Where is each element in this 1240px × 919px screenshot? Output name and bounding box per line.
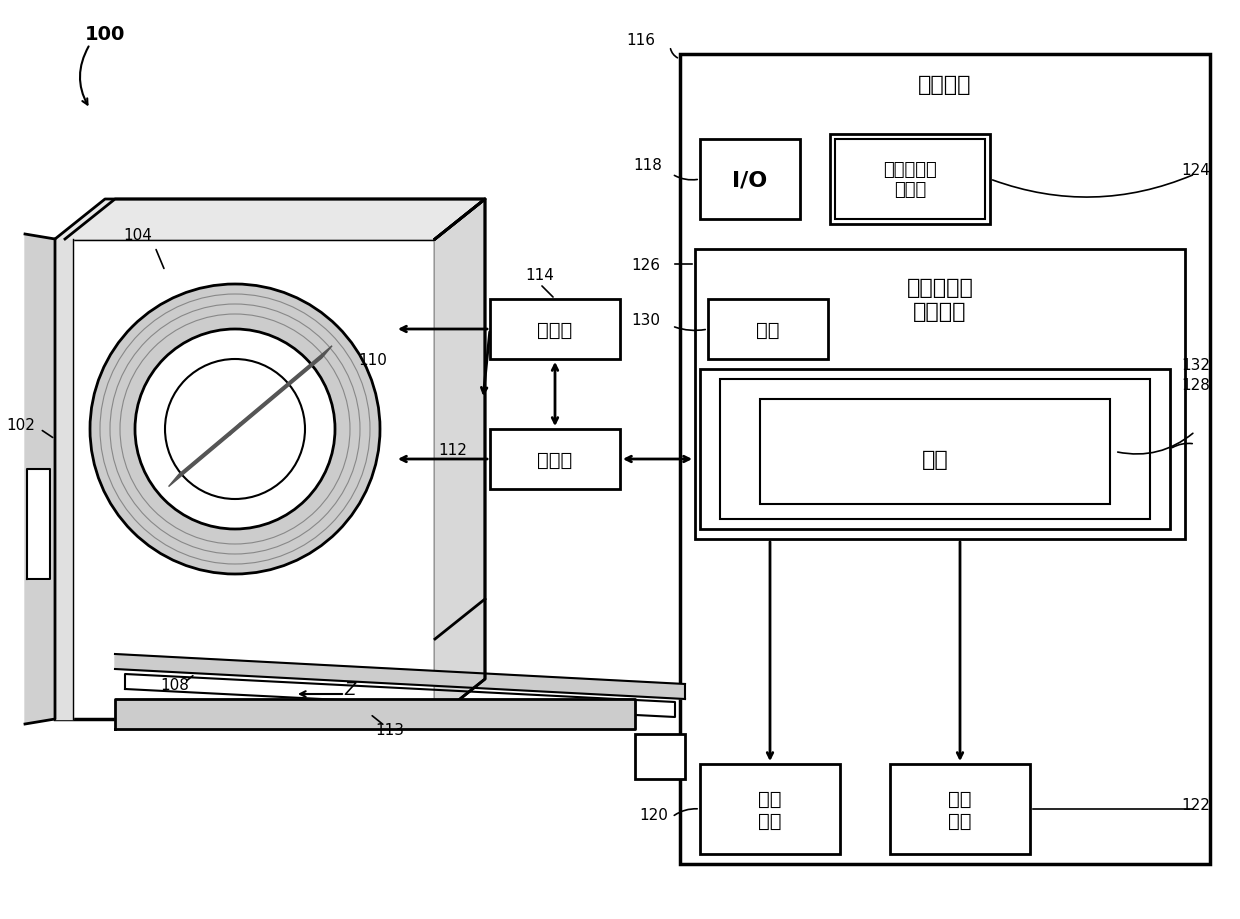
Circle shape: [135, 330, 335, 529]
Text: 116: 116: [626, 33, 655, 48]
Bar: [701, 765, 839, 854]
Polygon shape: [115, 699, 635, 729]
Bar: [55, 240, 435, 720]
Bar: [635, 734, 684, 779]
Bar: [890, 765, 1030, 854]
Circle shape: [91, 285, 379, 574]
Text: 输入
设备: 输入 设备: [949, 789, 972, 830]
Polygon shape: [229, 346, 332, 436]
Text: 132: 132: [1180, 357, 1210, 372]
Text: 控制台: 控制台: [537, 320, 573, 339]
Text: 数据: 数据: [756, 320, 780, 339]
Text: 指令: 指令: [921, 449, 949, 470]
Text: 122: 122: [1182, 797, 1210, 812]
Bar: [694, 250, 1185, 539]
Text: Z: Z: [345, 680, 356, 698]
Text: 130: 130: [631, 312, 660, 328]
Polygon shape: [25, 234, 55, 724]
Polygon shape: [435, 199, 485, 720]
Text: 112: 112: [438, 443, 467, 458]
Text: 124: 124: [1182, 163, 1210, 177]
Text: 输出
设备: 输出 设备: [758, 789, 781, 830]
Text: 102: 102: [6, 417, 35, 433]
Bar: [680, 55, 1210, 864]
Text: 计算机可读
存储介质: 计算机可读 存储介质: [906, 278, 973, 322]
Polygon shape: [64, 199, 485, 240]
Polygon shape: [55, 199, 485, 240]
Text: 100: 100: [86, 25, 125, 44]
Polygon shape: [125, 675, 675, 717]
Text: 126: 126: [631, 257, 660, 273]
Text: 118: 118: [634, 158, 662, 173]
Bar: [701, 140, 800, 220]
Polygon shape: [27, 470, 50, 579]
Text: 104: 104: [124, 228, 153, 243]
Bar: [701, 369, 1171, 529]
Text: 110: 110: [358, 353, 387, 368]
Bar: [490, 429, 620, 490]
Circle shape: [165, 359, 305, 499]
Text: 106: 106: [205, 436, 236, 453]
Text: 108: 108: [160, 677, 190, 692]
Bar: [708, 300, 828, 359]
Text: 一个或多个
处理器: 一个或多个 处理器: [883, 161, 937, 199]
Bar: [720, 380, 1149, 519]
Bar: [835, 140, 985, 220]
Text: I/O: I/O: [733, 170, 768, 190]
Text: 114: 114: [526, 267, 554, 283]
Bar: [830, 135, 990, 225]
Polygon shape: [435, 199, 485, 720]
Polygon shape: [115, 654, 684, 699]
Text: 计算系统: 计算系统: [919, 75, 972, 95]
Text: 128: 128: [1182, 378, 1210, 392]
Polygon shape: [169, 424, 241, 487]
Bar: [490, 300, 620, 359]
Text: 120: 120: [639, 807, 668, 823]
Text: 重建器: 重建器: [537, 450, 573, 469]
Bar: [760, 400, 1110, 505]
Text: 113: 113: [376, 722, 404, 737]
Polygon shape: [55, 240, 73, 720]
